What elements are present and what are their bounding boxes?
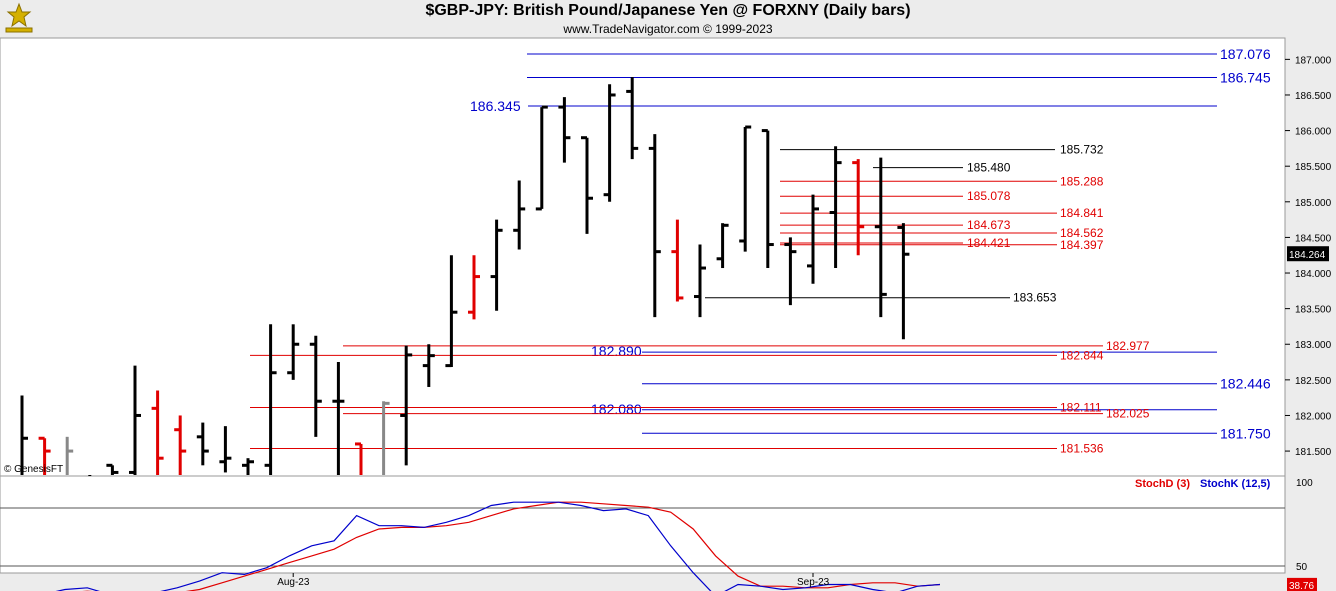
x-tick-label: Aug-23 bbox=[277, 577, 310, 588]
y-tick-label: 183.000 bbox=[1295, 340, 1332, 351]
y-tick-label: 187.000 bbox=[1295, 55, 1332, 66]
last-price-label: 184.264 bbox=[1289, 250, 1326, 261]
y-tick-label: 186.000 bbox=[1295, 127, 1332, 138]
x-tick-label: Sep-23 bbox=[797, 577, 830, 588]
red-level-label: 184.673 bbox=[967, 218, 1011, 232]
y-tick-label: 185.500 bbox=[1295, 162, 1332, 173]
watermark: © GenesisFT bbox=[4, 464, 63, 475]
chart-title: $GBP-JPY: British Pound/Japanese Yen @ F… bbox=[425, 2, 911, 19]
last-stoch-label: 38.76 bbox=[1289, 581, 1314, 591]
y-tick-label: 181.500 bbox=[1295, 447, 1332, 458]
y-tick-label: 182.000 bbox=[1295, 411, 1332, 422]
trade-navigator-logo-icon bbox=[5, 2, 33, 33]
stochd-line bbox=[82, 501, 941, 591]
stoch-tick-label: 100 bbox=[1296, 478, 1313, 489]
red-level-label: 184.562 bbox=[1060, 226, 1104, 240]
y-tick-label: 185.000 bbox=[1295, 198, 1332, 209]
red-level-label: 182.977 bbox=[1106, 339, 1150, 353]
y-tick-label: 183.500 bbox=[1295, 305, 1332, 316]
red-level-label: 185.078 bbox=[967, 189, 1011, 203]
y-tick-label: 182.500 bbox=[1295, 376, 1332, 387]
black-level-label: 185.732 bbox=[1060, 143, 1104, 157]
last-price-tag bbox=[1287, 246, 1329, 262]
blue-level-label: 186.345 bbox=[470, 98, 521, 114]
y-tick-label: 184.000 bbox=[1295, 269, 1332, 280]
legend-stochd: StochD (3) bbox=[1135, 478, 1190, 490]
blue-level-label: 182.446 bbox=[1220, 376, 1271, 392]
last-stoch-tag bbox=[1287, 577, 1317, 591]
red-level-label: 182.111 bbox=[1060, 401, 1102, 415]
blue-level-label: 186.745 bbox=[1220, 70, 1271, 86]
black-level-label: 183.653 bbox=[1013, 291, 1057, 305]
red-level-label: 184.397 bbox=[1060, 238, 1104, 252]
red-level-label: 185.288 bbox=[1060, 174, 1104, 188]
blue-level-label: 181.750 bbox=[1220, 425, 1271, 441]
blue-level-label: 187.076 bbox=[1220, 46, 1271, 62]
red-level-label: 184.841 bbox=[1060, 206, 1104, 220]
blue-level-label: 182.080 bbox=[591, 401, 642, 417]
red-level-label: 182.844 bbox=[1060, 348, 1104, 362]
stochk-line bbox=[55, 501, 941, 591]
stochastic-panel bbox=[0, 475, 1286, 574]
y-tick-label: 186.500 bbox=[1295, 91, 1332, 102]
price-panel bbox=[0, 37, 1286, 477]
y-tick-label: 184.500 bbox=[1295, 233, 1332, 244]
black-level-label: 185.480 bbox=[967, 161, 1011, 175]
stoch-tick-label: 50 bbox=[1296, 562, 1308, 573]
legend-stochk: StochK (12,5) bbox=[1200, 478, 1271, 490]
red-level-label: 182.025 bbox=[1106, 407, 1150, 421]
chart-subtitle: www.TradeNavigator.com © 1999-2023 bbox=[563, 22, 773, 36]
red-level-label: 184.421 bbox=[967, 236, 1011, 250]
red-level-label: 181.536 bbox=[1060, 442, 1104, 456]
